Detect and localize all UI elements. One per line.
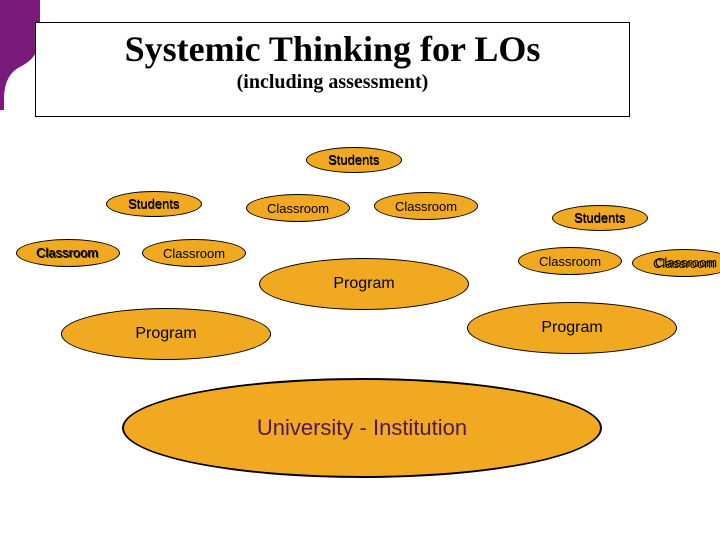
plain-label-students_right: Students — [574, 210, 625, 225]
ellipse-e_class_right2: Classroom — [518, 247, 622, 275]
plain-label-classroom_left_a: Classroom — [36, 245, 98, 260]
plain-label-classroom_right_b: Classroom — [655, 255, 717, 270]
ellipse-label: Classroom — [163, 246, 225, 261]
title-main: Systemic Thinking for LOs — [36, 31, 629, 69]
slide: { "title": { "main": "Systemic Thinking … — [0, 0, 720, 540]
plain-label-students_top: Students — [328, 152, 379, 167]
ellipse-e_class_left2: Classroom — [142, 239, 246, 267]
ellipse-label: Program — [333, 275, 394, 293]
ellipse-label: University - Institution — [257, 415, 467, 441]
ellipse-label: Classroom — [395, 199, 457, 214]
ellipse-e_class_mid_l: Classroom — [246, 194, 350, 222]
title-subtitle: (including assessment) — [36, 71, 629, 94]
ellipse-label: Classroom — [267, 201, 329, 216]
ellipse-e_program_c: Program — [259, 258, 469, 310]
corner-path — [0, 0, 40, 110]
ellipse-e_university: University - Institution — [122, 378, 602, 478]
ellipse-e_program_l: Program — [61, 308, 271, 360]
ellipse-label: Classroom — [539, 254, 601, 269]
corner-accent — [0, 0, 40, 110]
ellipse-e_class_mid_r: Classroom — [374, 192, 478, 220]
title-box: Systemic Thinking for LOs (including ass… — [35, 22, 630, 117]
plain-label-students_left: Students — [128, 196, 179, 211]
ellipse-label: Program — [135, 325, 196, 343]
ellipse-label: Program — [541, 319, 602, 337]
ellipse-e_program_r: Program — [467, 302, 677, 354]
